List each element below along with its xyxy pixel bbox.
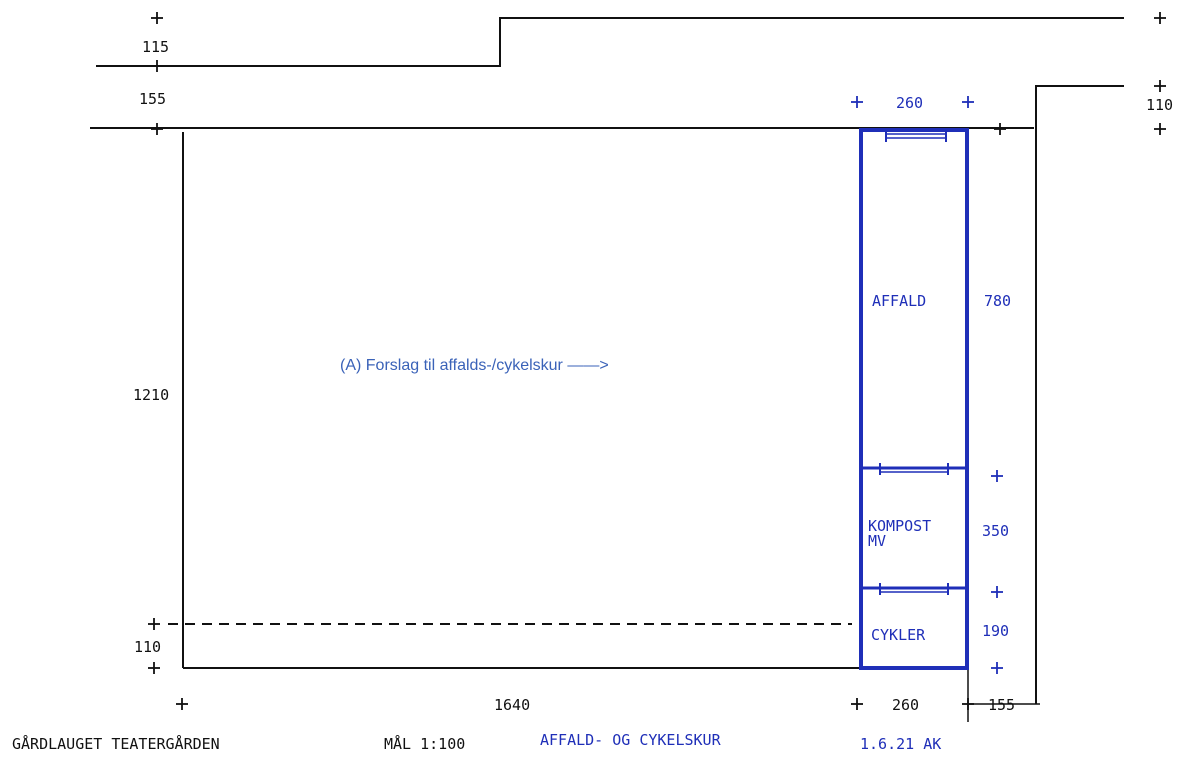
proposal-annotation: (A) Forslag til affalds-/cykelskur ——> [340, 357, 609, 374]
plus-icon [148, 618, 160, 630]
plus-icon [991, 662, 1003, 674]
plus-icon [851, 698, 863, 710]
plus-icon [851, 96, 863, 108]
plus-icon [962, 96, 974, 108]
plus-icon [148, 662, 160, 674]
plus-icon [151, 12, 163, 24]
label-affald: AFFALD [872, 292, 926, 310]
dim-cykler-height: 190 [982, 622, 1009, 640]
footer-owner: GÅRDLAUGET TEATERGÅRDEN [12, 734, 220, 753]
dim-top-left: 115 [142, 38, 169, 56]
dim-height-total: 1210 [133, 386, 169, 404]
footer-title: AFFALD- OG CYKELSKUR [540, 731, 722, 749]
plus-icon [176, 698, 188, 710]
dim-affald-height: 780 [984, 292, 1011, 310]
plus-icon [151, 123, 163, 135]
footer-scale: MÅL 1:100 [384, 734, 465, 753]
plus-icon [962, 698, 974, 710]
footer-date: 1.6.21 AK [860, 735, 941, 753]
plus-icon [994, 123, 1006, 135]
blue-plus-markers [851, 96, 1003, 674]
dim-right-top: 110 [1146, 96, 1173, 114]
plus-icon [1154, 80, 1166, 92]
dim-left-offset: 155 [139, 90, 166, 108]
label-kompost: KOMPOST [868, 517, 931, 535]
plus-icon [1154, 12, 1166, 24]
dim-kompost-height: 350 [982, 522, 1009, 540]
shed-outline [859, 128, 969, 670]
label-kompost-mv: MV [868, 532, 886, 550]
site-outline [90, 17, 1124, 722]
plus-icon [1154, 123, 1166, 135]
plus-icon [151, 60, 163, 72]
shed-structure [859, 128, 969, 670]
dim-top-width: 260 [896, 94, 923, 112]
dim-bottom-far-right: 155 [988, 696, 1015, 714]
dim-bottom-right-width: 260 [892, 696, 919, 714]
dim-bottom-left: 110 [134, 638, 161, 656]
plus-icon [991, 470, 1003, 482]
upper-boundary-step [96, 17, 1124, 67]
plus-markers [148, 12, 1166, 710]
plus-icon [991, 586, 1003, 598]
dim-bottom-width: 1640 [494, 696, 530, 714]
label-cykler: CYKLER [871, 626, 926, 644]
right-boundary [1035, 85, 1124, 704]
